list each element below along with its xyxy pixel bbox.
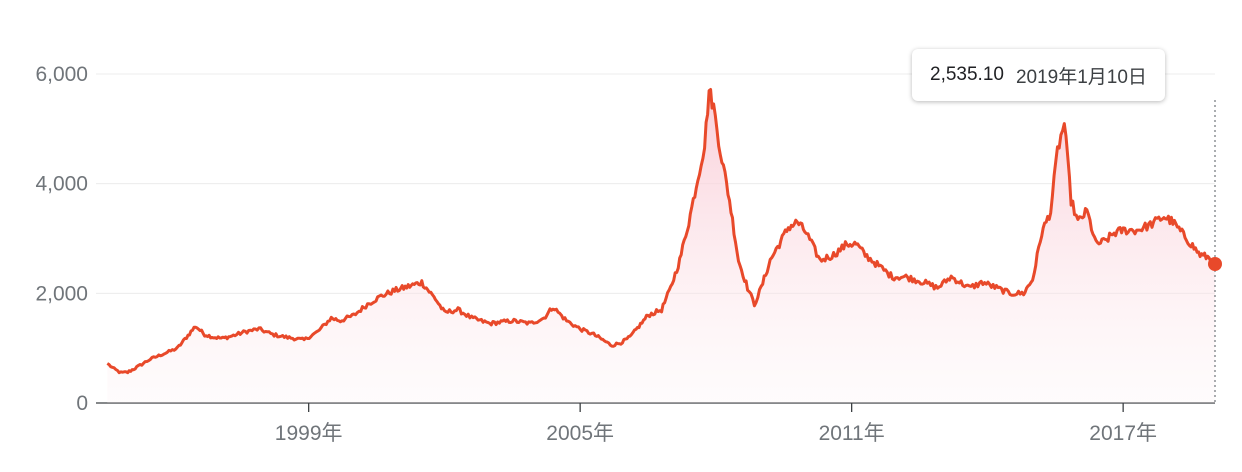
x-axis: 1999年 2005年 2011年 2017年 bbox=[275, 403, 1157, 445]
x-tick-label: 2017年 bbox=[1089, 422, 1157, 445]
y-tick-label: 4,000 bbox=[35, 173, 88, 196]
y-axis: 6,000 4,000 2,000 0 bbox=[35, 63, 88, 415]
x-tick-label: 1999年 bbox=[275, 422, 343, 445]
y-tick-label: 2,000 bbox=[35, 282, 88, 305]
hover-point[interactable] bbox=[1208, 256, 1222, 271]
tooltip-date: 2019年1月10日 bbox=[1015, 66, 1147, 88]
x-tick-label: 2005年 bbox=[546, 422, 614, 445]
y-tick-label: 0 bbox=[76, 392, 88, 415]
series-area bbox=[107, 89, 1215, 403]
x-tick-label: 2011年 bbox=[819, 422, 885, 445]
series-line bbox=[106, 88, 1217, 375]
y-tick-label: 6,000 bbox=[35, 63, 88, 86]
tooltip-value: 2,535.10 bbox=[930, 64, 1004, 85]
hover-tooltip: 2,535.10 2019年1月10日 bbox=[912, 49, 1165, 101]
